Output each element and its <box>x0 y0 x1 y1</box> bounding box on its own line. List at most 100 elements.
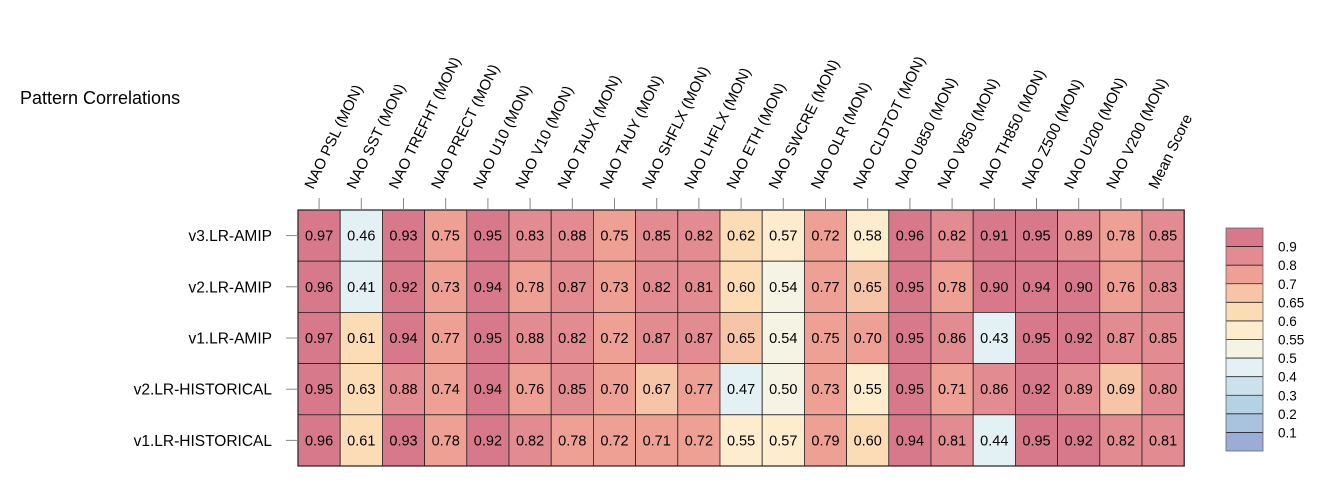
cell-value-label: 0.55 <box>727 433 755 449</box>
heatmap-cell <box>930 414 974 467</box>
heatmap-cell <box>972 260 1016 313</box>
cell-value-label: 0.81 <box>1149 433 1177 449</box>
cell-value-label: 0.74 <box>432 382 460 398</box>
heatmap-cell <box>888 209 932 262</box>
cell-value-label: 0.71 <box>643 433 671 449</box>
cell-value-label: 0.44 <box>980 433 1008 449</box>
heatmap-cell <box>297 260 341 313</box>
heatmap-cell <box>930 260 974 313</box>
cell-value-label: 0.82 <box>1107 433 1135 449</box>
colorbar-tick-label: 0.7 <box>1278 277 1297 292</box>
colorbar-tick-label: 0.2 <box>1278 407 1297 422</box>
cell-value-label: 0.57 <box>769 433 797 449</box>
heatmap-cell <box>972 311 1016 364</box>
row-label: v1.LR-HISTORICAL <box>134 433 273 450</box>
cell-value-label: 0.60 <box>854 433 882 449</box>
cell-value-label: 0.78 <box>558 433 586 449</box>
cell-value-label: 0.86 <box>938 331 966 347</box>
heatmap-cell <box>930 311 974 364</box>
heatmap-cell <box>677 414 721 467</box>
cell-value-label: 0.93 <box>389 229 417 245</box>
cell-value-label: 0.75 <box>432 229 460 245</box>
heatmap-cell <box>761 209 805 262</box>
heatmap-cell <box>804 414 848 467</box>
heatmap-cell <box>846 363 890 416</box>
colorbar-segment <box>1226 320 1263 340</box>
cell-value-label: 0.95 <box>1022 433 1050 449</box>
cell-value-label: 0.95 <box>896 280 924 296</box>
heatmap-cell <box>719 311 763 364</box>
cell-value-label: 0.78 <box>432 433 460 449</box>
heatmap-cell <box>888 260 932 313</box>
row-label: v1.LR-AMIP <box>188 331 272 348</box>
heatmap-cell <box>804 311 848 364</box>
cell-value-label: 0.95 <box>1022 331 1050 347</box>
heatmap-cell <box>635 363 679 416</box>
cell-value-label: 0.96 <box>305 280 333 296</box>
colorbar-segment <box>1226 358 1263 377</box>
heatmap-cell <box>677 363 721 416</box>
cell-value-label: 0.76 <box>1107 280 1135 296</box>
cell-value-label: 0.70 <box>600 382 628 398</box>
cell-value-label: 0.82 <box>685 229 713 245</box>
cell-value-label: 0.97 <box>305 229 333 245</box>
cell-value-label: 0.95 <box>474 229 502 245</box>
row-label: v2.LR-AMIP <box>188 279 272 296</box>
heatmap-cell <box>677 260 721 313</box>
heatmap-cell <box>297 311 341 364</box>
cell-value-label: 0.94 <box>389 331 417 347</box>
cell-value-label: 0.82 <box>643 280 671 296</box>
cell-value-label: 0.61 <box>347 331 375 347</box>
cell-value-label: 0.88 <box>389 382 417 398</box>
colorbar-segment <box>1226 283 1263 303</box>
heatmap-cell <box>635 311 679 364</box>
cell-value-label: 0.46 <box>347 229 375 245</box>
cell-value-label: 0.94 <box>896 433 924 449</box>
heatmap-cell <box>1015 260 1059 313</box>
cell-value-label: 0.72 <box>685 433 713 449</box>
cell-value-label: 0.81 <box>685 280 713 296</box>
cell-value-label: 0.92 <box>1065 331 1093 347</box>
colorbar-segment <box>1226 302 1263 321</box>
cell-value-label: 0.69 <box>1107 382 1135 398</box>
heatmap-cell <box>1057 363 1101 416</box>
cell-value-label: 0.89 <box>1065 229 1093 245</box>
cell-value-label: 0.89 <box>1065 382 1093 398</box>
cell-value-label: 0.92 <box>474 433 502 449</box>
heatmap-cell <box>1099 260 1143 313</box>
cell-value-label: 0.85 <box>1149 331 1177 347</box>
cell-value-label: 0.77 <box>685 382 713 398</box>
cell-value-label: 0.97 <box>305 331 333 347</box>
heatmap-cell <box>424 311 468 364</box>
heatmap-cell <box>719 414 763 467</box>
heatmap-cell <box>339 363 383 416</box>
cell-value-label: 0.87 <box>558 280 586 296</box>
cell-value-label: 0.41 <box>347 280 375 296</box>
cell-value-label: 0.57 <box>769 229 797 245</box>
heatmap-cell <box>297 414 341 467</box>
heatmap-cell <box>593 311 637 364</box>
cell-value-label: 0.54 <box>769 280 797 296</box>
cell-value-label: 0.92 <box>389 280 417 296</box>
cell-value-label: 0.70 <box>854 331 882 347</box>
cell-value-label: 0.65 <box>727 331 755 347</box>
cell-value-label: 0.78 <box>1107 229 1135 245</box>
colorbar-tick-label: 0.5 <box>1278 351 1297 366</box>
cell-value-label: 0.72 <box>600 433 628 449</box>
cell-value-label: 0.82 <box>516 433 544 449</box>
cell-value-label: 0.78 <box>516 280 544 296</box>
colorbar-segment <box>1226 432 1263 451</box>
cell-value-label: 0.83 <box>516 229 544 245</box>
heatmap-cell <box>550 209 594 262</box>
colorbar-segment <box>1226 228 1263 247</box>
cell-value-label: 0.95 <box>1022 229 1050 245</box>
heatmap-cell <box>719 260 763 313</box>
cell-value-label: 0.93 <box>389 433 417 449</box>
cell-value-label: 0.54 <box>769 331 797 347</box>
cell-value-label: 0.77 <box>811 280 839 296</box>
cell-value-label: 0.96 <box>896 229 924 245</box>
heatmap-cell <box>972 363 1016 416</box>
cell-value-label: 0.47 <box>727 382 755 398</box>
cell-value-label: 0.95 <box>474 331 502 347</box>
